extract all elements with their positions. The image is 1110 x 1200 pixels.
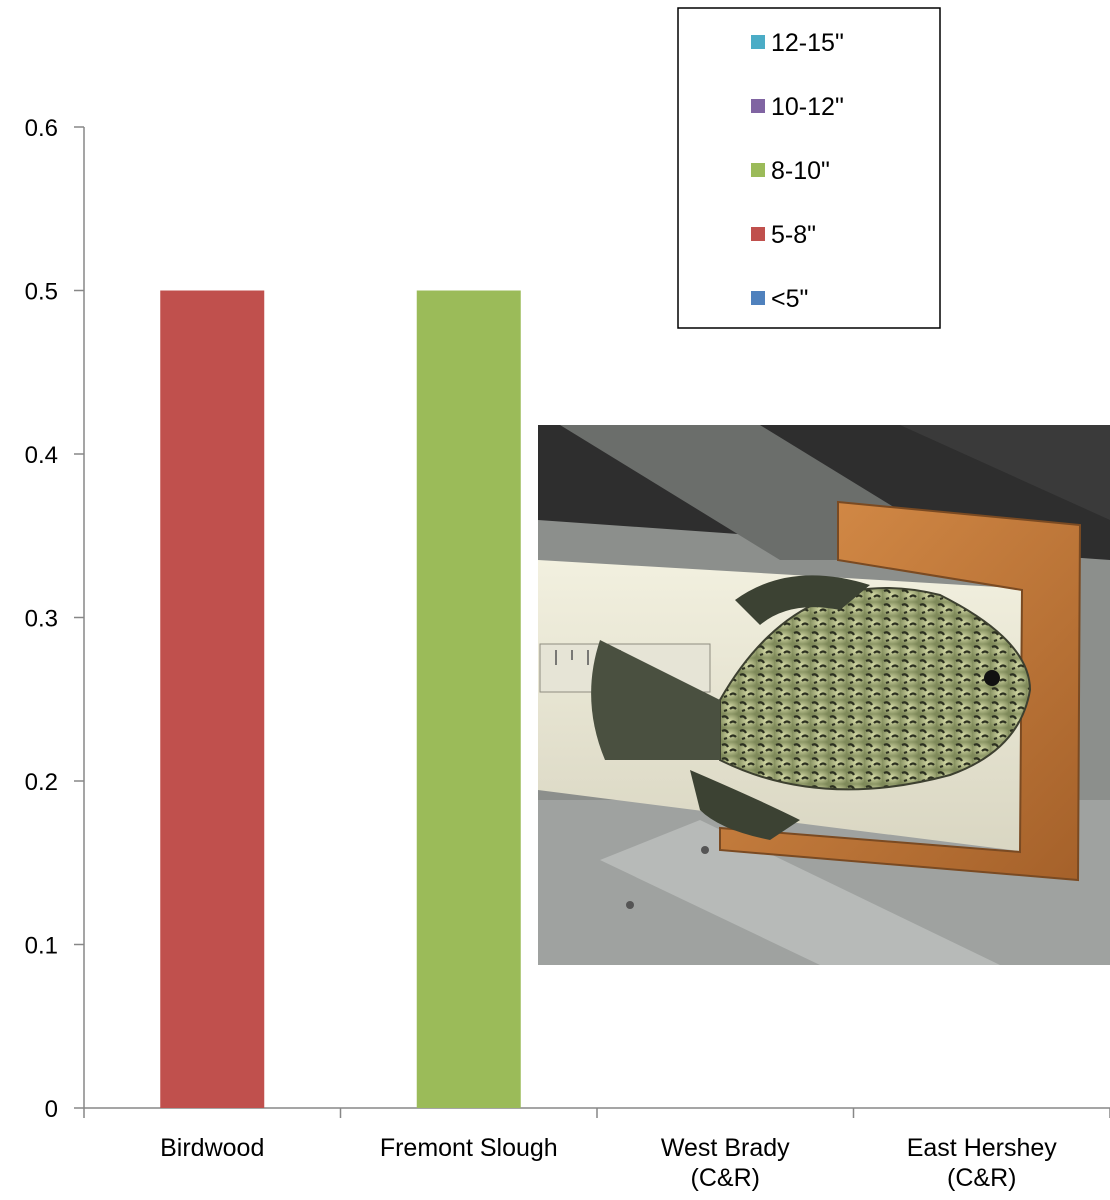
x-tick-label: Birdwood <box>160 1134 264 1162</box>
bar <box>160 290 265 1108</box>
x-tick-label: (C&R) <box>691 1164 760 1192</box>
y-tick-label: 0.1 <box>25 933 58 960</box>
legend-box <box>677 7 941 329</box>
legend-swatch <box>751 291 765 305</box>
legend-label: 5-8" <box>771 221 816 249</box>
legend-swatch <box>751 227 765 241</box>
x-tick-label: Fremont Slough <box>380 1134 558 1162</box>
bar <box>416 290 521 1108</box>
y-tick-label: 0.5 <box>25 279 58 306</box>
legend-label: 10-12" <box>771 93 844 121</box>
y-tick-label: 0 <box>45 1096 58 1123</box>
x-tick-label: West Brady <box>661 1134 790 1162</box>
x-tick-label: East Hershey <box>907 1134 1058 1162</box>
legend-swatch <box>751 35 765 49</box>
crappie-fish-on-measuring-board-icon <box>538 425 1110 965</box>
legend-label: <5" <box>771 285 808 313</box>
y-tick-label: 0.3 <box>25 606 58 633</box>
x-tick-label: (C&R) <box>947 1164 1016 1192</box>
y-tick-label: 0.6 <box>25 115 58 142</box>
legend-label: 12-15" <box>771 29 844 57</box>
y-tick-label: 0.4 <box>25 442 58 469</box>
bars <box>160 290 521 1108</box>
legend: 12-15" 10-12" 8-10" 5-8" <5" <box>677 7 941 329</box>
legend-label: 8-10" <box>771 157 830 185</box>
y-tick-label: 0.2 <box>25 769 58 796</box>
axes: 0 0.1 0.2 0.3 0.4 0.5 0.6 Birdwood Fremont Sloug… <box>25 115 1110 1192</box>
legend-swatch <box>751 163 765 177</box>
legend-swatch <box>751 99 765 113</box>
